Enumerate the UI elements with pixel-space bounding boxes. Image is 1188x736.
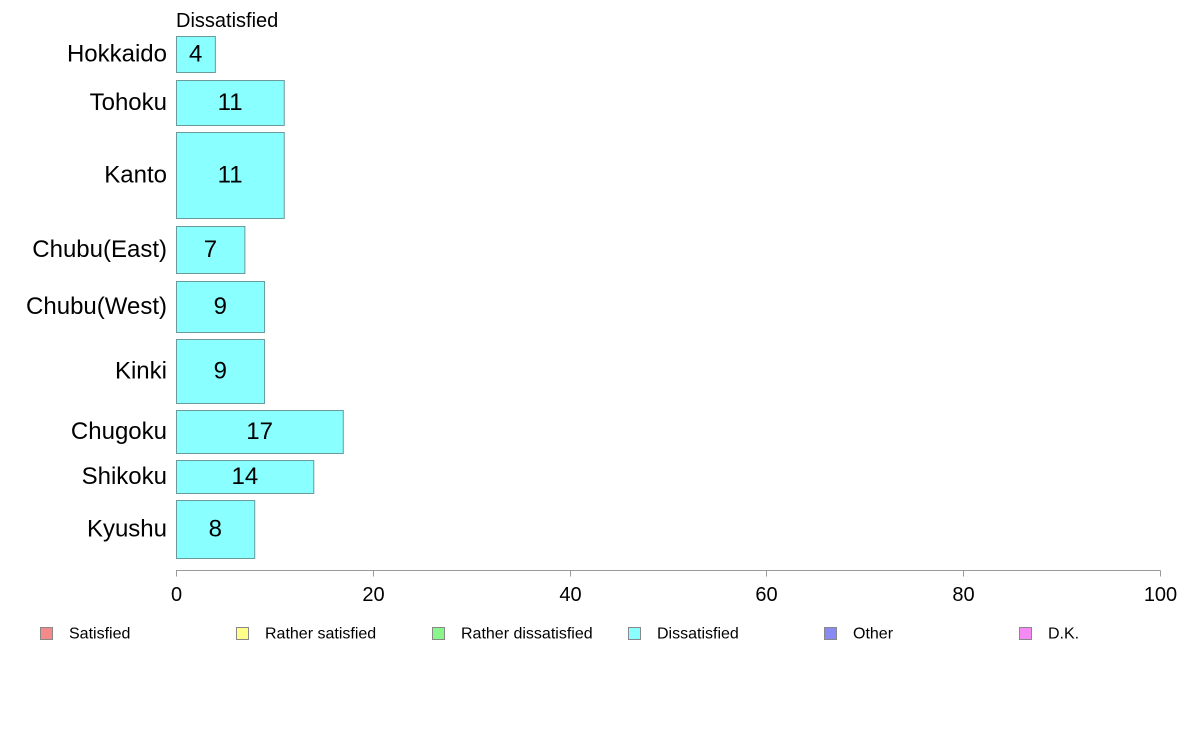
bar-value-chubu-west: 9 xyxy=(214,293,227,320)
category-label-chugoku: Chugoku xyxy=(71,418,167,445)
bar-kyushu xyxy=(176,500,256,559)
x-tick-label-20: 20 xyxy=(362,584,384,606)
legend-label-dissatisfied: Dissatisfied xyxy=(657,626,739,643)
legend-swatch-dissatisfied xyxy=(628,627,641,640)
bar-kanto xyxy=(176,132,285,219)
category-label-kanto: Kanto xyxy=(104,162,167,189)
bar-value-chugoku: 17 xyxy=(246,418,273,445)
x-tick-label-0: 0 xyxy=(171,584,182,606)
legend-swatch-d-k xyxy=(1019,627,1032,640)
bar-value-shikoku: 14 xyxy=(232,463,259,490)
bar-shikoku xyxy=(176,460,315,494)
bars-group: Hokkaido 4 Tohoku 11 Kanto 11 Chubu(East) 7 Chub… xyxy=(26,36,344,559)
bar-value-kanto: 11 xyxy=(218,162,243,189)
bar-chubu-east xyxy=(176,226,246,274)
bar-value-chubu-east: 7 xyxy=(204,236,217,263)
bar-value-kyushu: 8 xyxy=(209,516,222,543)
category-label-shikoku: Shikoku xyxy=(82,463,167,490)
bar-value-tohoku: 11 xyxy=(218,89,243,116)
legend-label-rather-satisfied: Rather satisfied xyxy=(265,626,376,643)
category-label-chubu-east: Chubu(East) xyxy=(32,236,167,263)
series-title: Dissatisfied xyxy=(176,10,278,32)
legend-label-d-k: D.K. xyxy=(1048,626,1079,643)
x-tick-label-80: 80 xyxy=(952,584,974,606)
category-label-kyushu: Kyushu xyxy=(87,516,167,543)
bar-chugoku xyxy=(176,410,344,454)
category-label-hokkaido: Hokkaido xyxy=(67,41,167,68)
x-tick-label-60: 60 xyxy=(755,584,777,606)
legend-label-satisfied: Satisfied xyxy=(69,626,130,643)
legend-swatch-rather-satisfied xyxy=(236,627,249,640)
category-label-chubu-west: Chubu(West) xyxy=(26,293,167,320)
x-axis: 0 20 40 60 80 100 xyxy=(171,570,1177,606)
legend-label-rather-dissatisfied: Rather dissatisfied xyxy=(461,626,593,643)
legend-swatch-rather-dissatisfied xyxy=(432,627,445,640)
x-tick-label-40: 40 xyxy=(559,584,581,606)
legend-label-other: Other xyxy=(853,626,894,643)
bar-kinki xyxy=(176,339,266,404)
bar-tohoku xyxy=(176,80,285,126)
bar-value-kinki: 9 xyxy=(214,358,227,385)
legend: Satisfied Rather satisfied Rather dissatis… xyxy=(40,626,1079,643)
bar-value-hokkaido: 4 xyxy=(189,41,202,68)
legend-swatch-other xyxy=(824,627,837,640)
category-label-tohoku: Tohoku xyxy=(90,89,167,116)
category-label-kinki: Kinki xyxy=(115,358,167,385)
x-tick-label-100: 100 xyxy=(1144,584,1177,606)
bar-chubu-west xyxy=(176,281,266,333)
bar-hokkaido xyxy=(176,36,216,73)
legend-swatch-satisfied xyxy=(40,627,53,640)
